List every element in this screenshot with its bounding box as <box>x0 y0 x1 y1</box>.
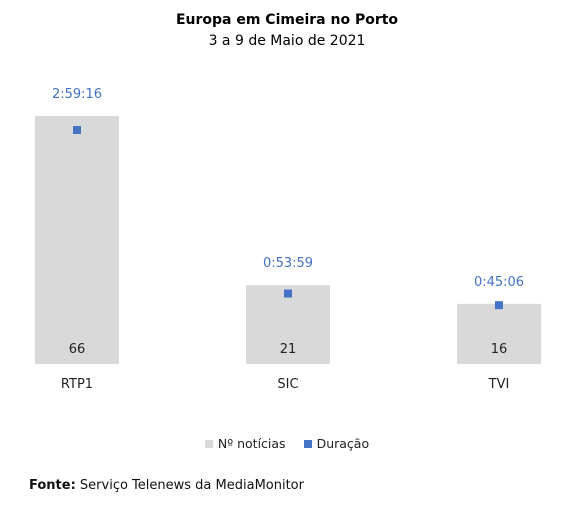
legend-label-noticias: Nº notícias <box>217 436 286 451</box>
category-label-sic: SIC <box>277 377 298 392</box>
source-note: Fonte: Serviço Telenews da MediaMonitor <box>29 478 304 493</box>
legend-item-duracao: Duração <box>303 436 370 451</box>
category-label-rtp1: RTP1 <box>61 377 93 392</box>
duration-marker-rtp1 <box>73 126 81 134</box>
legend-label-duracao: Duração <box>316 436 370 451</box>
bar-value-label: 66 <box>69 342 86 357</box>
bar-sic <box>246 285 330 364</box>
duration-label: 0:45:06 <box>474 275 524 290</box>
duration-marker-sic <box>284 289 292 298</box>
bar-rtp1 <box>35 116 119 364</box>
source-label: Fonte: <box>29 478 76 493</box>
duration-marker-tvi <box>495 301 503 310</box>
source-text: Serviço Telenews da MediaMonitor <box>79 478 304 493</box>
legend: Nº notícias Duração <box>0 436 574 451</box>
duration-label: 2:59:16 <box>52 87 102 102</box>
bar-tvi <box>457 303 541 364</box>
bar-value-label: 21 <box>280 342 297 357</box>
chart-title: Europa em Cimeira no Porto <box>175 12 399 28</box>
chart-subtitle: 3 a 9 de Maio de 2021 <box>208 33 366 49</box>
category-label-tvi: TVI <box>488 377 510 392</box>
legend-swatch-noticias <box>204 439 213 448</box>
bar-value-label: 16 <box>491 342 508 357</box>
chart-plot: 66 2:59:16 RTP1 21 0:53:59 SIC 16 0:45:06 TVI <box>35 87 541 392</box>
legend-item-noticias: Nº notícias <box>204 436 286 451</box>
duration-label: 0:53:59 <box>263 256 313 271</box>
legend-swatch-duracao <box>303 439 312 448</box>
